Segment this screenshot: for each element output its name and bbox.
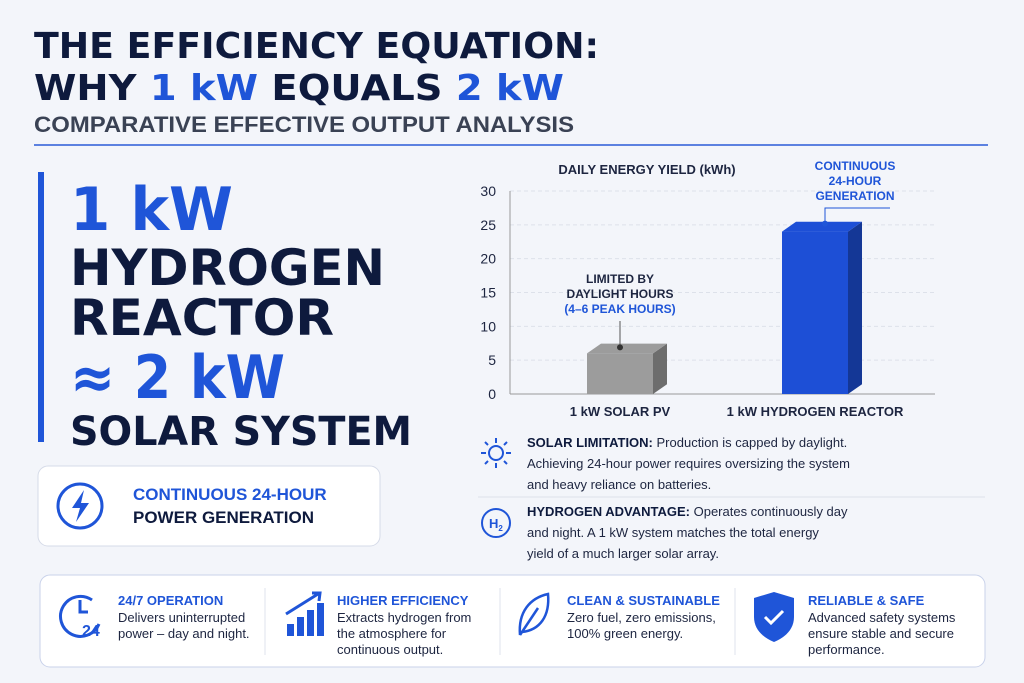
clock-icon [59,594,101,638]
y-tick-label: 15 [480,285,496,301]
y-tick-label: 10 [480,318,496,334]
note-text: and night. A 1 kW system matches the tot… [527,525,819,540]
feature-title: CLEAN & SUSTAINABLE [567,593,720,608]
bar [587,353,653,394]
title: WHY 1 kW EQUALS 2 kW [34,68,564,109]
bar [782,231,848,394]
annotation: (4–6 PEAK HOURS) [564,302,675,316]
feature-text: Advanced safety systems [808,610,956,625]
bar-top [587,343,667,354]
feature-text: the atmosphere for [337,626,447,641]
y-tick-label: 20 [480,251,496,267]
hero-text: HYDROGEN [70,239,385,297]
feature-text: continuous output. [337,642,443,657]
x-tick-label: 1 kW SOLAR PV [570,404,671,419]
y-tick-label: 0 [488,386,496,402]
badge-text: CONTINUOUS 24-HOUR [133,485,327,504]
feature-text: 100% green energy. [567,626,683,641]
bar-top [782,221,862,232]
hero-text: ≈ 2 kW [70,343,285,413]
subtitle: COMPARATIVE EFFECTIVE OUTPUT ANALYSIS [34,112,574,137]
feature-title: RELIABLE & SAFE [808,593,925,608]
annotation: CONTINUOUS [815,159,896,173]
note-text: yield of a much larger solar array. [527,546,719,561]
leader [824,207,890,224]
feature-text: Zero fuel, zero emissions, [567,610,716,625]
feature-icon-text: 24 [82,623,100,640]
y-tick-label: 25 [480,217,496,233]
feature-text: power – day and night. [118,626,250,641]
features-panel [39,574,986,668]
note-label: HYDROGEN ADVANTAGE: [527,504,690,519]
title-part: 2 kW [456,68,564,109]
feature-text: Delivers uninterrupted [118,610,245,625]
leaf-icon [518,592,550,636]
y-tick-label: 30 [480,183,496,199]
note: SOLAR LIMITATION: Production is capped b… [527,435,847,450]
annotation: 24-HOUR [829,174,882,188]
feature-dividers [264,588,736,655]
note: HYDROGEN ADVANTAGE: Operates continuousl… [527,504,848,519]
chart-title: DAILY ENERGY YIELD (kWh) [558,162,735,177]
note-text: Operates continuously day [690,504,848,519]
sun-icon [481,438,511,468]
leader-dot [617,344,623,351]
feature-text: ensure stable and secure [808,626,954,641]
annotation: LIMITED BY [586,272,654,286]
badge-text: POWER GENERATION [133,508,314,527]
badge [37,465,381,547]
annotation: GENERATION [815,189,894,203]
note-text: and heavy reliance on batteries. [527,477,711,492]
title-part: EQUALS [258,68,456,109]
h2-icon [481,508,511,538]
x-tick-label: 1 kW HYDROGEN REACTOR [727,404,904,419]
feature-text: performance. [808,642,885,657]
hero-text: SOLAR SYSTEM [70,409,412,455]
title-part: WHY [34,68,150,109]
bar-side [653,343,667,394]
note-text: Production is capped by daylight. [653,435,847,450]
accent-bar [38,172,44,442]
badge-icon [56,482,104,530]
hero-text: REACTOR [70,289,334,347]
y-tick-label: 5 [488,352,496,368]
bar-side [848,221,862,394]
shield-icon [754,592,794,642]
note-label: SOLAR LIMITATION: [527,435,653,450]
feature-title: 24/7 OPERATION [118,593,223,608]
title-part: 1 kW [150,68,258,109]
badge-icon [72,490,89,522]
leader-dot [822,220,828,227]
feature-title: HIGHER EFFICIENCY [337,593,469,608]
title: THE EFFICIENCY EQUATION: [34,26,599,67]
feature-text: Extracts hydrogen from [337,610,471,625]
annotation: DAYLIGHT HOURS [567,287,674,301]
hero-text: 1 kW [70,175,233,245]
note-text: Achieving 24-hour power requires oversiz… [527,456,850,471]
chart-icon [285,591,324,636]
